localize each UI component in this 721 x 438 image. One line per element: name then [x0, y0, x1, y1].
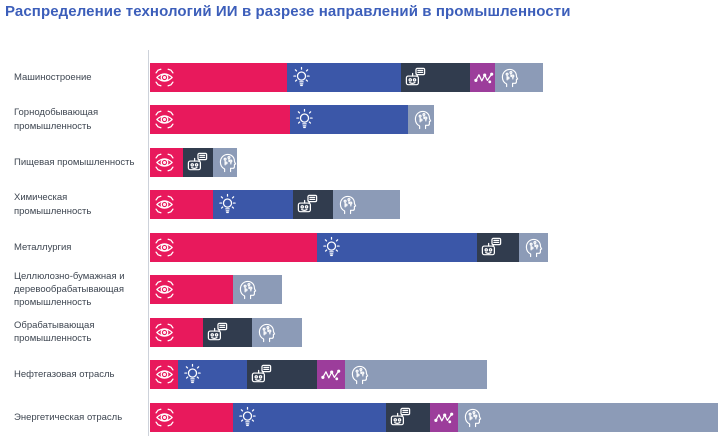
bar-segment-vision — [150, 62, 287, 92]
category-axis-line — [148, 50, 149, 436]
bar-track — [150, 147, 721, 177]
bar-segment-idea — [290, 105, 408, 135]
bar-segment-brain — [213, 147, 237, 177]
bar-segment-chatbot — [401, 62, 470, 92]
chart-row: Энергетическая отрасль — [0, 396, 721, 438]
bar-segment-wave — [430, 402, 458, 432]
chart-row: Горнодобывающая промышленность — [0, 99, 721, 142]
bar-segment-brain — [519, 232, 548, 262]
head-circuit-icon — [239, 281, 257, 300]
head-circuit-icon — [258, 323, 276, 342]
category-label: Обрабатывающая промышленность — [14, 319, 95, 345]
chart-row: Химическая промышленность — [0, 184, 721, 227]
lightbulb-rays-icon — [293, 66, 310, 86]
robot-chat-icon — [251, 365, 272, 383]
head-circuit-icon — [219, 153, 237, 172]
category-label: Горнодобывающая промышленность — [14, 107, 99, 132]
bar-segment-idea — [317, 232, 477, 262]
bar-segment-vision — [150, 317, 203, 347]
chart-rows: Машиностроение — [0, 56, 721, 438]
head-circuit-icon — [464, 408, 482, 427]
bar-track — [150, 190, 721, 220]
bar-segment-chatbot — [477, 232, 519, 262]
bar-segment-vision — [150, 275, 233, 305]
eye-scan-icon — [155, 323, 174, 342]
robot-chat-icon — [207, 322, 228, 341]
bar-segment-vision — [150, 190, 213, 220]
chart-title: Распределение технологий ИИ в разрезе на… — [5, 3, 571, 20]
bar-segment-chatbot — [293, 190, 333, 220]
chart-row: Нефтегазовая отрасль — [0, 354, 721, 397]
bar-track — [150, 317, 721, 347]
wave-dots-icon — [434, 412, 454, 423]
bar-track — [150, 232, 721, 262]
bar-segment-chatbot — [247, 360, 317, 390]
chart-row: Обрабатывающая промышленность — [0, 311, 721, 354]
bar-segment-brain — [233, 275, 282, 305]
bar-segment-chatbot — [183, 147, 213, 177]
chart-row: Целлюлозно-бумажная и деревообрабатывающ… — [0, 269, 721, 312]
category-label: Нефтегазовая отрасль — [14, 369, 115, 381]
head-circuit-icon — [339, 196, 357, 215]
bar-segment-chatbot — [203, 317, 252, 347]
bar-segment-idea — [233, 402, 386, 432]
head-circuit-icon — [351, 366, 369, 385]
category-label: Машиностроение — [14, 71, 92, 83]
lightbulb-rays-icon — [184, 364, 201, 384]
eye-scan-icon — [155, 365, 174, 384]
bar-track — [150, 62, 721, 92]
bar-segment-wave — [317, 360, 345, 390]
lightbulb-rays-icon — [219, 194, 236, 214]
bar-track — [150, 402, 721, 432]
bar-track — [150, 275, 721, 305]
bar-segment-brain — [333, 190, 400, 220]
eye-scan-icon — [155, 153, 174, 172]
bar-segment-idea — [213, 190, 293, 220]
robot-chat-icon — [297, 195, 318, 213]
bar-segment-vision — [150, 402, 233, 432]
lightbulb-rays-icon — [296, 109, 313, 129]
wave-dots-icon — [474, 72, 494, 83]
category-label: Химическая промышленность — [14, 192, 92, 217]
bar-segment-brain — [408, 105, 434, 135]
bar-segment-vision — [150, 232, 317, 262]
chart-row: Пищевая промышленность — [0, 141, 721, 184]
bar-track — [150, 360, 721, 390]
bar-segment-brain — [345, 360, 487, 390]
bar-track — [150, 105, 721, 135]
head-circuit-icon — [501, 68, 519, 87]
bar-segment-idea — [287, 62, 401, 92]
bar-segment-brain — [495, 62, 543, 92]
robot-chat-icon — [481, 237, 502, 256]
eye-scan-icon — [155, 408, 174, 427]
robot-chat-icon — [390, 407, 411, 426]
chart-row: Машиностроение — [0, 56, 721, 99]
category-label: Целлюлозно-бумажная и деревообрабатывающ… — [14, 270, 125, 309]
bar-segment-brain — [458, 402, 718, 432]
bar-segment-idea — [178, 360, 247, 390]
bar-segment-vision — [150, 105, 290, 135]
eye-scan-icon — [155, 110, 174, 129]
wave-dots-icon — [321, 369, 341, 381]
lightbulb-rays-icon — [239, 406, 256, 426]
head-circuit-icon — [414, 111, 432, 130]
lightbulb-rays-icon — [323, 236, 340, 256]
category-label: Энергетическая отрасль — [14, 411, 123, 423]
eye-scan-icon — [155, 238, 174, 257]
category-label: Пищевая промышленность — [14, 156, 135, 168]
category-label: Металлургия — [14, 241, 72, 253]
bar-segment-vision — [150, 360, 178, 390]
eye-scan-icon — [155, 68, 174, 87]
chart-row: Металлургия — [0, 226, 721, 269]
eye-scan-icon — [155, 195, 174, 214]
robot-chat-icon — [187, 152, 208, 171]
bar-segment-chatbot — [386, 402, 430, 432]
head-circuit-icon — [525, 238, 543, 257]
eye-scan-icon — [155, 280, 174, 299]
robot-chat-icon — [405, 67, 426, 86]
bar-segment-wave — [470, 62, 495, 92]
bar-segment-brain — [252, 317, 302, 347]
bar-segment-vision — [150, 147, 183, 177]
